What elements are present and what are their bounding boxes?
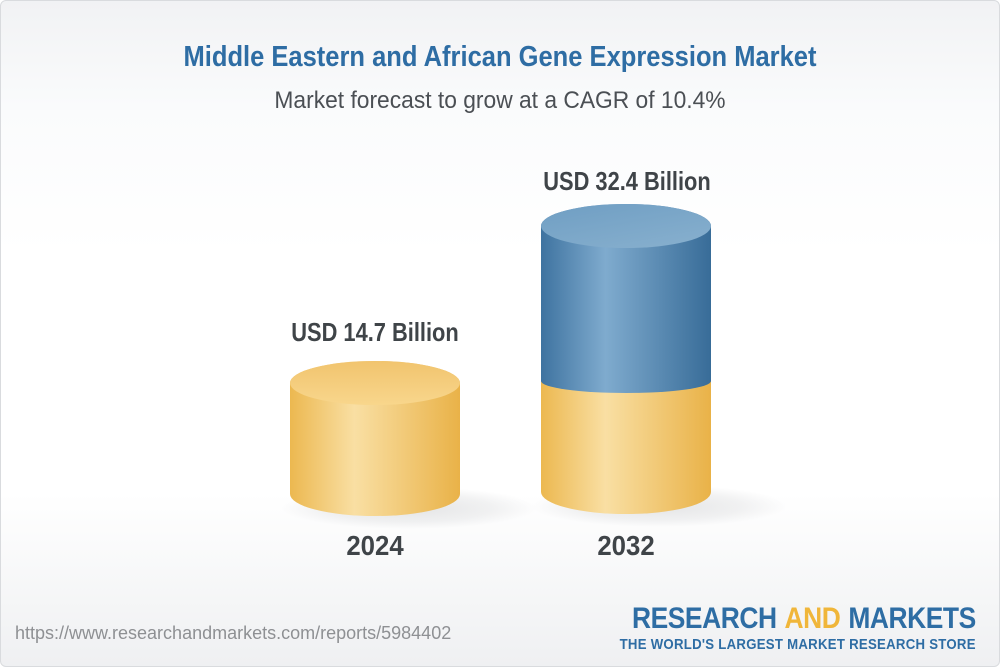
bar-2032 <box>531 204 787 527</box>
cylinder-2032-base-segment <box>541 369 711 514</box>
cylinder-2032-top-face <box>541 204 711 248</box>
logo-wordmark: RESEARCH AND MARKETS <box>632 604 976 634</box>
page-subtitle: Market forecast to grow at a CAGR of 10.… <box>274 87 726 114</box>
logo-tagline: THE WORLD'S LARGEST MARKET RESEARCH STOR… <box>619 636 976 653</box>
value-label-2024: USD 14.7 Billion <box>291 317 459 347</box>
cylinder-2024-top-face <box>290 361 460 405</box>
cylinder-2032-forecast-segment <box>541 204 711 393</box>
logo-word-markets: MARKETS <box>848 602 977 635</box>
bar-2024 <box>281 361 537 529</box>
year-label-2024: 2024 <box>346 530 404 561</box>
value-label-2032: USD 32.4 Billion <box>543 166 711 196</box>
research-and-markets-logo: RESEARCH AND MARKETS THE WORLD'S LARGEST… <box>619 604 977 653</box>
year-label-2032: 2032 <box>597 530 655 561</box>
report-url: https://www.researchandmarkets.com/repor… <box>15 623 452 643</box>
page-title: Middle Eastern and African Gene Expressi… <box>183 41 817 73</box>
logo-word-research: RESEARCH <box>632 602 777 635</box>
logo-word-and: AND <box>784 602 841 635</box>
